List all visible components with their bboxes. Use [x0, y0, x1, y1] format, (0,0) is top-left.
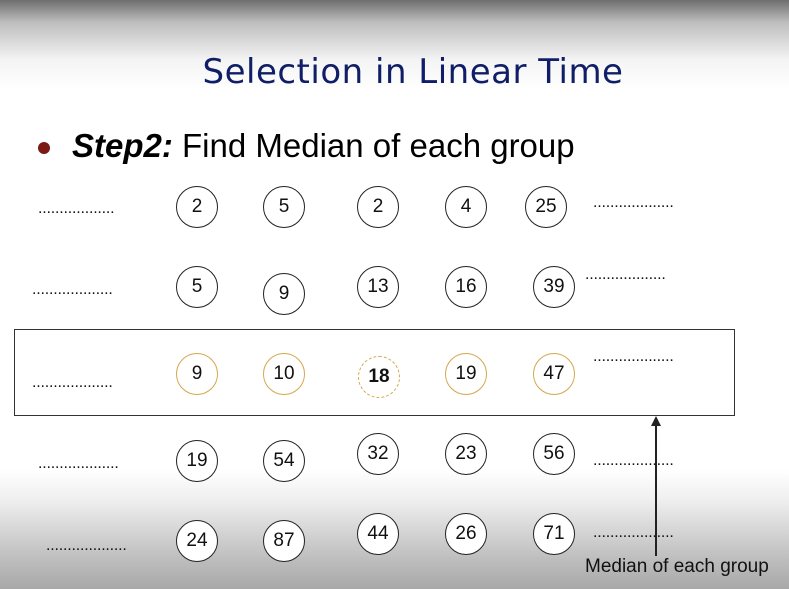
number-node: 13: [357, 266, 399, 308]
number-node: 2: [357, 186, 399, 228]
median-of-medians-node: 18: [358, 356, 400, 398]
median-node: 19: [445, 353, 487, 395]
medians-highlight-box: [14, 329, 735, 416]
number-node: 39: [533, 266, 575, 308]
row-right-ellipsis: ...................: [593, 524, 674, 541]
row-right-ellipsis: ...................: [593, 194, 674, 211]
median-node: 47: [533, 353, 575, 395]
number-node: 54: [263, 440, 305, 482]
row-left-ellipsis: ...................: [32, 281, 113, 298]
row-left-ellipsis: ...................: [46, 537, 127, 554]
median-caption: Median of each group: [585, 556, 769, 577]
number-node: 87: [263, 520, 305, 562]
bullet-text: Step2: Find Median of each group: [72, 127, 575, 165]
median-node: 10: [263, 353, 305, 395]
step-label: Step2:: [72, 127, 173, 164]
number-node: 19: [176, 440, 218, 482]
number-node: 4: [445, 186, 487, 228]
arrow-up-icon: [651, 416, 661, 426]
row-right-ellipsis: ...................: [593, 452, 674, 469]
row-right-ellipsis: ...................: [585, 266, 666, 283]
row-left-ellipsis: ...................: [32, 374, 113, 391]
row-left-ellipsis: ...................: [38, 455, 119, 472]
number-node: 23: [445, 433, 487, 475]
number-node: 5: [176, 266, 218, 308]
number-node: 71: [533, 513, 575, 555]
number-node: 16: [445, 266, 487, 308]
slide-title: Selection in Linear Time: [202, 52, 624, 92]
number-node: 26: [445, 513, 487, 555]
median-arrow-line: [655, 424, 657, 556]
number-node: 24: [176, 520, 218, 562]
number-node: 9: [263, 273, 305, 315]
number-node: 5: [263, 186, 305, 228]
number-node: 32: [357, 433, 399, 475]
number-node: 56: [533, 433, 575, 475]
number-node: 25: [525, 186, 567, 228]
median-node: 9: [176, 353, 218, 395]
number-node: 2: [176, 186, 218, 228]
step-description: Find Median of each group: [172, 127, 575, 164]
bullet-point: Step2: Find Median of each group: [38, 124, 575, 168]
row-left-ellipsis: ..................: [38, 200, 115, 217]
bullet-dot-icon: [38, 142, 50, 154]
row-right-ellipsis: ...................: [593, 348, 674, 365]
number-node: 44: [357, 513, 399, 555]
